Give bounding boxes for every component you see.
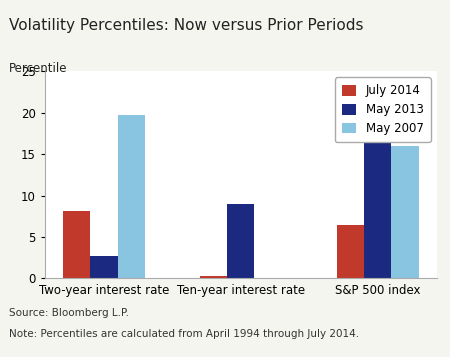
Bar <box>364 129 392 278</box>
Bar <box>227 204 254 278</box>
Bar <box>200 276 227 278</box>
Text: Source: Bloomberg L.P.: Source: Bloomberg L.P. <box>9 308 129 318</box>
Bar <box>90 256 117 278</box>
Bar <box>117 115 145 278</box>
Text: Percentile: Percentile <box>9 62 68 75</box>
Text: Note: Percentiles are calculated from April 1994 through July 2014.: Note: Percentiles are calculated from Ap… <box>9 330 359 340</box>
Bar <box>63 211 90 278</box>
Text: Volatility Percentiles: Now versus Prior Periods: Volatility Percentiles: Now versus Prior… <box>9 18 364 33</box>
Legend: July 2014, May 2013, May 2007: July 2014, May 2013, May 2007 <box>335 77 431 142</box>
Bar <box>337 226 364 278</box>
Bar <box>392 146 418 278</box>
